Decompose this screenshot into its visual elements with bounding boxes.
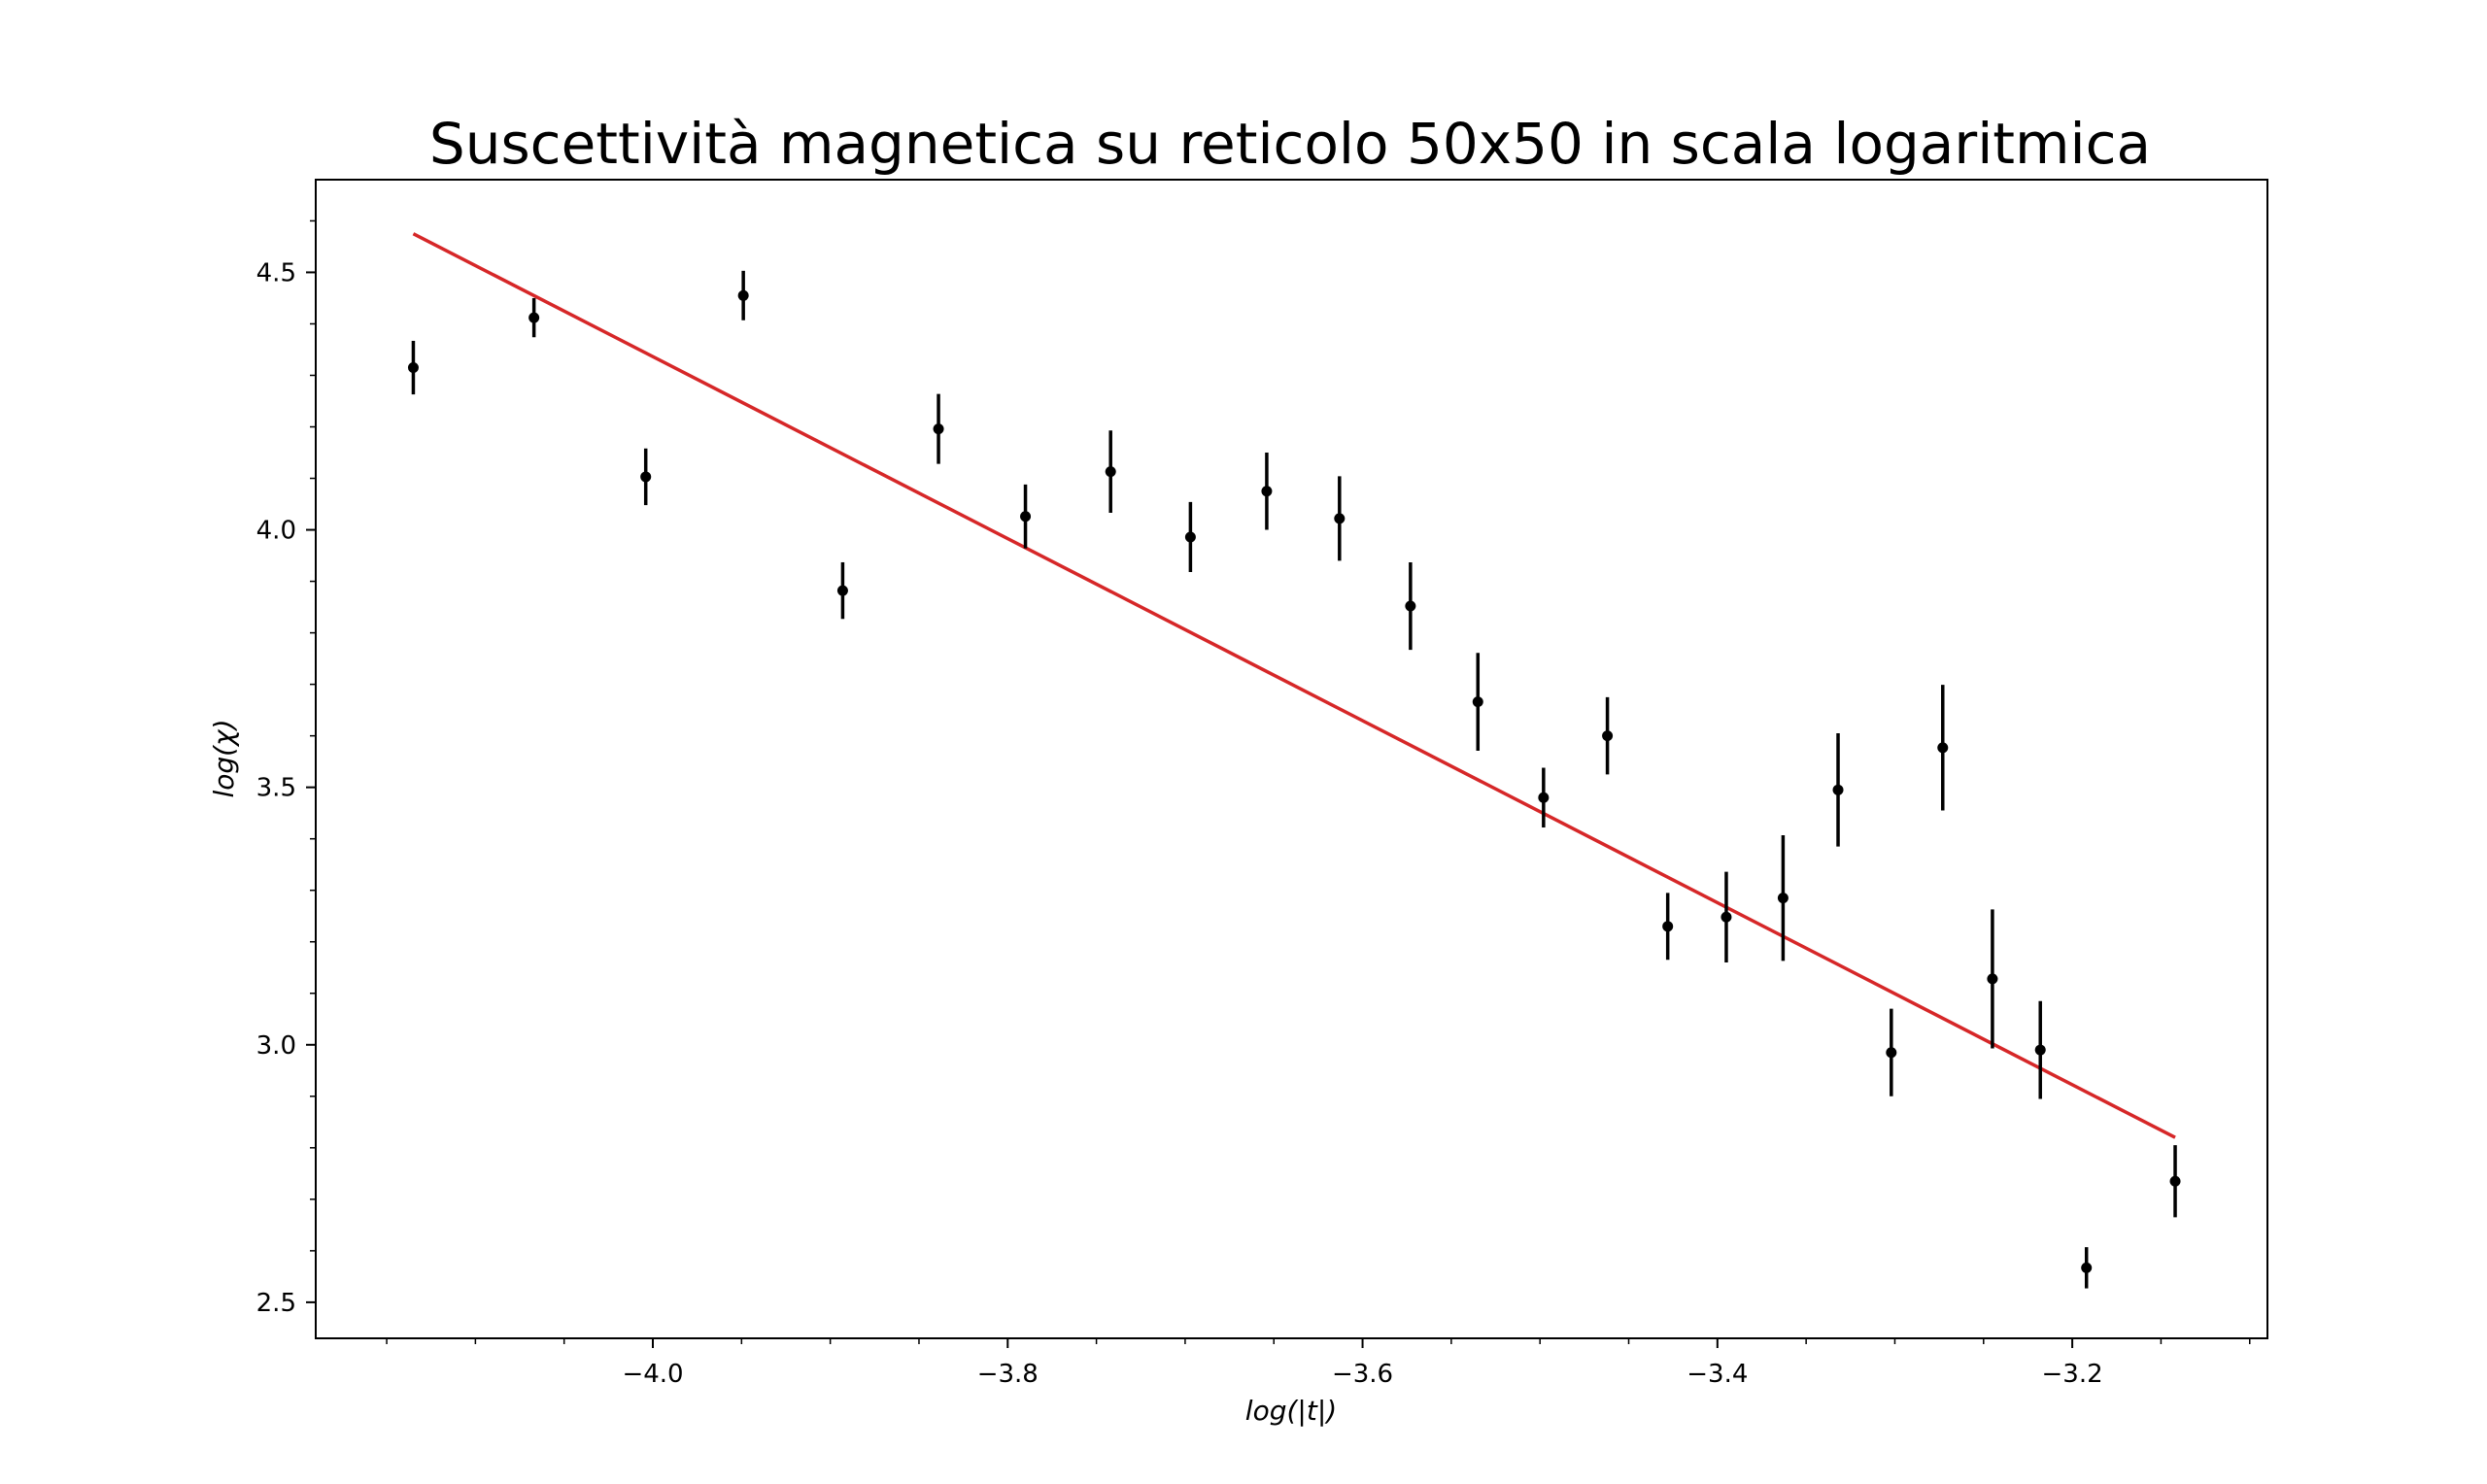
chart-title: Suscettività magnetica su reticolo 50x50… [429, 111, 2151, 177]
data-point [640, 471, 652, 483]
x-tick-label: −3.8 [977, 1360, 1039, 1389]
data-point [836, 585, 848, 596]
fit-line [412, 232, 2176, 1139]
data-point [1777, 893, 1789, 904]
data-point [407, 362, 419, 374]
data-point [2169, 1175, 2181, 1187]
plot-area-frame [315, 179, 2268, 1339]
data-point [1987, 973, 1998, 985]
data-point [737, 289, 749, 301]
data-points-layer [407, 270, 2181, 1289]
data-point [1937, 742, 1949, 754]
x-tick-label: −3.2 [2042, 1360, 2103, 1389]
data-point [2081, 1262, 2093, 1273]
data-point [1261, 486, 1273, 497]
y-tick-label: 4.0 [256, 517, 296, 546]
data-point [1720, 911, 1732, 923]
data-point [1105, 466, 1116, 478]
data-point [1602, 730, 1614, 742]
x-tick-label: −4.0 [622, 1360, 683, 1389]
data-point [1020, 511, 1032, 523]
y-tick-label: 4.5 [256, 258, 296, 287]
y-tick-label: 3.0 [256, 1031, 296, 1061]
data-point [1662, 921, 1674, 932]
y-tick-label: 2.5 [256, 1289, 296, 1318]
data-point [2034, 1044, 2046, 1056]
data-point [1405, 600, 1416, 612]
data-point [528, 312, 540, 323]
data-point [1886, 1047, 1897, 1059]
data-point [1184, 531, 1196, 543]
fit-line-layer [412, 232, 2176, 1139]
y-axis-label: log(χ) [208, 719, 240, 797]
x-axis-label: log(|t|) [1245, 1395, 1337, 1427]
data-point [1334, 513, 1346, 524]
data-point [1832, 784, 1844, 795]
x-axis: −4.0 −3.8 −3.6 −3.4 −3.2 [386, 1338, 2251, 1389]
data-point [1538, 792, 1550, 803]
x-tick-label: −3.6 [1332, 1360, 1393, 1389]
y-axis: 2.5 3.0 3.5 4.0 4.5 [256, 219, 316, 1318]
y-tick-label: 3.5 [256, 774, 296, 803]
data-point [933, 423, 944, 435]
x-tick-label: −3.4 [1686, 1360, 1748, 1389]
data-point [1472, 696, 1483, 708]
